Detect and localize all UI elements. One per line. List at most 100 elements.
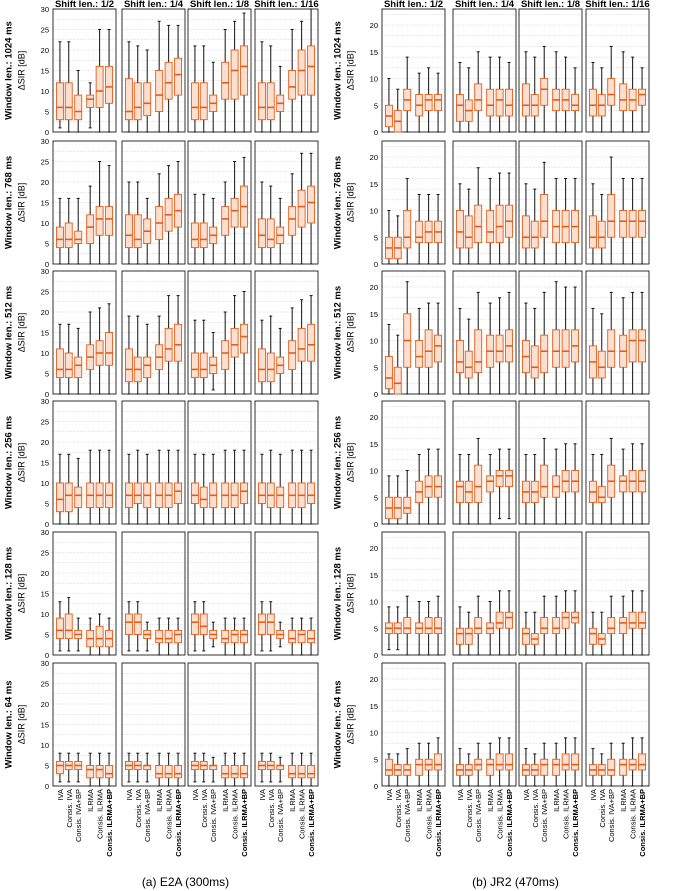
box bbox=[266, 613, 275, 635]
box bbox=[143, 356, 152, 379]
box bbox=[638, 753, 647, 771]
box bbox=[607, 329, 616, 368]
box bbox=[74, 356, 83, 379]
panel-frame bbox=[518, 400, 583, 525]
x-tick-label: Consis. ILRMA bbox=[425, 789, 434, 839]
box bbox=[307, 629, 316, 644]
panel-frame bbox=[254, 8, 319, 133]
box bbox=[607, 617, 616, 635]
box bbox=[628, 611, 637, 629]
y-axis-label: ΔSIR [dB] bbox=[345, 313, 355, 353]
box bbox=[155, 629, 164, 644]
box bbox=[86, 94, 95, 108]
x-tick-label: Consis. ILRMA+BP bbox=[307, 789, 316, 857]
x-tick-label: Consis. IVA bbox=[394, 789, 403, 828]
y-tick-label: 25 bbox=[41, 418, 49, 427]
box bbox=[95, 65, 104, 108]
x-tick-label: Consis. ILRMA bbox=[165, 789, 174, 839]
box bbox=[415, 340, 424, 368]
box bbox=[607, 78, 616, 106]
x-tick-label: Consis. ILRMA+BP bbox=[434, 789, 443, 857]
box bbox=[199, 613, 208, 635]
x-tick-label: Consis. ILRMA bbox=[562, 789, 571, 839]
box bbox=[199, 222, 208, 249]
box bbox=[571, 753, 580, 771]
x-tick-label: ILRMA bbox=[619, 789, 628, 812]
x-tick-label: ILRMA bbox=[221, 789, 230, 812]
panel-frame bbox=[187, 8, 252, 133]
box bbox=[455, 480, 464, 504]
box bbox=[230, 49, 239, 100]
box bbox=[266, 352, 275, 383]
x-tick-label: Consis. IVA+BP bbox=[276, 789, 285, 842]
panel-frame bbox=[52, 270, 117, 395]
window-label: Window len.: 256 ms bbox=[333, 416, 344, 509]
x-tick-label: Consis. IVA bbox=[598, 789, 607, 828]
y-axis-label: ΔSIR [dB] bbox=[16, 705, 26, 745]
panel-frame bbox=[121, 140, 186, 265]
y-tick-label: 0 bbox=[374, 128, 378, 137]
box bbox=[505, 88, 514, 117]
box bbox=[384, 356, 393, 390]
box bbox=[240, 629, 249, 644]
y-tick-label: 30 bbox=[41, 528, 49, 537]
box bbox=[124, 613, 133, 635]
box bbox=[540, 334, 549, 374]
panel-frame bbox=[121, 270, 186, 395]
box bbox=[230, 327, 239, 358]
box bbox=[464, 627, 473, 645]
window-label: Window len.: 256 ms bbox=[4, 416, 15, 509]
box bbox=[307, 323, 316, 362]
box bbox=[561, 611, 570, 629]
panel-frame bbox=[452, 531, 517, 656]
x-tick-label: Consis. ILRMA bbox=[496, 789, 505, 839]
box bbox=[155, 765, 164, 779]
box bbox=[240, 45, 249, 96]
y-tick-label: 20 bbox=[370, 153, 378, 162]
box bbox=[619, 83, 628, 112]
window-label: Window len.: 768 ms bbox=[4, 156, 15, 249]
box bbox=[155, 70, 164, 112]
box bbox=[307, 482, 316, 504]
box bbox=[597, 486, 606, 504]
box bbox=[230, 629, 239, 644]
y-tick-label: 0 bbox=[45, 128, 49, 137]
window-label: Window len.: 1024 ms bbox=[4, 21, 15, 120]
box bbox=[486, 475, 495, 493]
box bbox=[455, 340, 464, 374]
box bbox=[143, 82, 152, 117]
x-tick-label: ILRMA bbox=[288, 789, 297, 812]
y-tick-label: 0 bbox=[45, 520, 49, 529]
x-tick-label: Consis. IVA bbox=[465, 789, 474, 828]
box bbox=[95, 765, 104, 779]
box bbox=[55, 760, 64, 775]
box bbox=[561, 753, 570, 771]
panel-frame bbox=[52, 531, 117, 656]
box bbox=[190, 613, 199, 635]
panel-frame bbox=[121, 662, 186, 787]
box bbox=[628, 210, 637, 238]
box bbox=[190, 82, 199, 121]
y-tick-label: 0 bbox=[45, 651, 49, 660]
box bbox=[455, 627, 464, 645]
x-tick-label: ILRMA bbox=[86, 789, 95, 812]
panel-frame bbox=[52, 400, 117, 525]
box bbox=[588, 215, 597, 249]
panel-frame bbox=[518, 140, 583, 265]
x-tick-label: Consis. IVA+BP bbox=[74, 789, 83, 842]
y-tick-label: 20 bbox=[41, 178, 49, 187]
panel-frame bbox=[518, 8, 583, 133]
y-tick-label: 20 bbox=[41, 438, 49, 447]
y-tick-label: 0 bbox=[374, 651, 378, 660]
y-tick-label: 20 bbox=[41, 46, 49, 55]
box bbox=[495, 611, 504, 629]
box bbox=[619, 210, 628, 238]
y-tick-label: 15 bbox=[370, 310, 378, 319]
box bbox=[190, 222, 199, 249]
x-tick-label: Consis. IVA+BP bbox=[474, 789, 483, 842]
y-tick-label: 20 bbox=[370, 544, 378, 553]
y-tick-label: 5 bbox=[374, 755, 378, 764]
box bbox=[55, 617, 64, 640]
panel-frame bbox=[518, 531, 583, 656]
